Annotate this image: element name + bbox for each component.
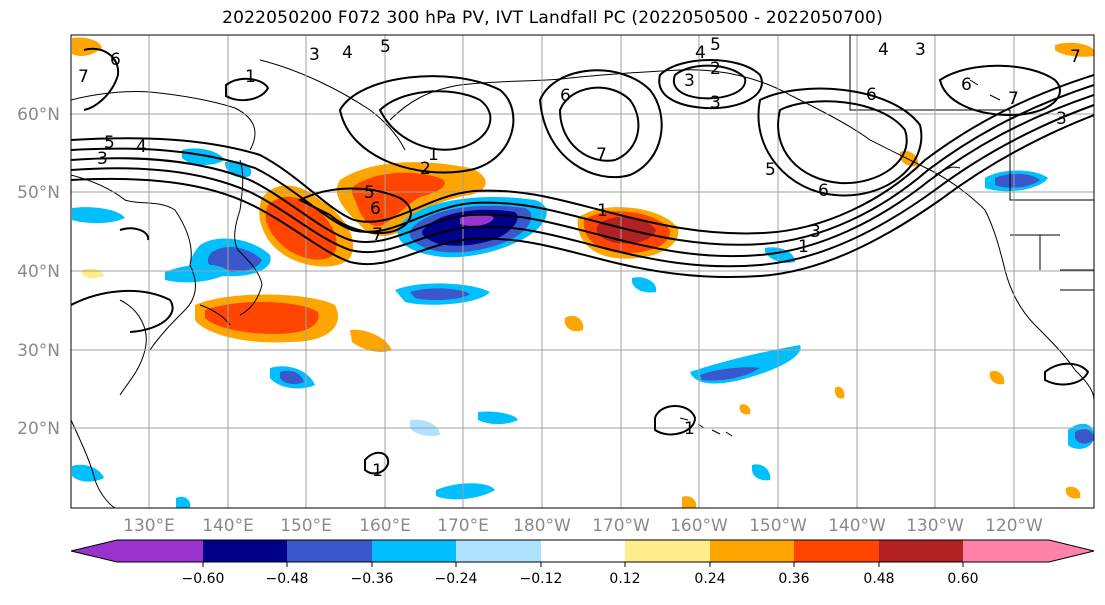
lat-label: 20°N <box>17 419 60 439</box>
lon-label: 140°W <box>828 516 886 536</box>
lat-label: 40°N <box>17 262 60 282</box>
contour-label: 1 <box>428 145 439 165</box>
contour-label: 3 <box>684 71 695 91</box>
colorbar-tick-label: 0.48 <box>863 571 894 587</box>
lon-label: 120°W <box>985 516 1043 536</box>
contour-label: 5 <box>364 183 375 203</box>
colorbar-segment <box>1049 540 1094 562</box>
coastlines <box>71 35 1094 508</box>
contour-label: 5 <box>104 133 115 153</box>
contour-label: 5 <box>380 37 391 57</box>
colorbar-segment <box>117 540 203 562</box>
contour-label: 3 <box>710 93 721 113</box>
contour-label: 1 <box>684 419 695 439</box>
lon-label: 170°W <box>592 516 650 536</box>
contour-label: 7 <box>1008 89 1019 109</box>
colorbar-tick-label: 0.60 <box>947 571 978 587</box>
contour-label: 3 <box>1056 109 1067 129</box>
pv-contours <box>71 47 1094 475</box>
colorbar-tick-label: −0.24 <box>435 571 478 587</box>
contour-label: 6 <box>818 181 829 201</box>
contour-label: 5 <box>765 160 776 180</box>
contour-label: 3 <box>97 149 108 169</box>
colorbar-segment <box>794 540 879 562</box>
contour-label: 6 <box>866 85 877 105</box>
longitude-labels: 130°E 140°E 150°E 160°E 170°E 180°W 170°… <box>123 516 1043 536</box>
lon-label: 150°E <box>280 516 332 536</box>
colorbar: −0.60 −0.48 −0.36 −0.24 −0.12 0.12 0.24 … <box>70 539 1095 587</box>
lon-label: 140°E <box>202 516 254 536</box>
contour-label: 4 <box>342 43 353 63</box>
colorbar-tick-label: −0.12 <box>520 571 563 587</box>
chart-title: 2022050200 F072 300 hPa PV, IVT Landfall… <box>222 8 883 28</box>
latitude-labels: 60°N 50°N 40°N 30°N 20°N <box>17 105 60 439</box>
colorbar-segment <box>625 540 710 562</box>
colorbar-tick-label: −0.36 <box>351 571 394 587</box>
contour-label: 4 <box>878 40 889 60</box>
colorbar-tick-label: −0.48 <box>266 571 309 587</box>
colorbar-outline <box>70 539 1095 563</box>
contour-label: 1 <box>597 201 608 221</box>
contour-label: 7 <box>596 145 607 165</box>
contour-label: 7 <box>78 67 89 87</box>
colorbar-segment <box>541 540 625 562</box>
colorbar-segment <box>963 540 1049 562</box>
contour-label: 6 <box>560 86 571 106</box>
contour-label: 1 <box>245 67 256 87</box>
contour-labels: 6 7 3 4 5 1 5 4 3 2 6 7 1 5 6 1 7 6 3 2 … <box>78 35 1081 481</box>
colorbar-segment <box>372 540 456 562</box>
colorbar-tick-label: −0.60 <box>182 571 225 587</box>
lon-label: 130°E <box>123 516 175 536</box>
colorbar-segment <box>456 540 541 562</box>
colorbar-segment <box>203 540 287 562</box>
lon-label: 150°W <box>749 516 807 536</box>
contour-label: 2 <box>710 59 721 79</box>
contour-label: 6 <box>110 50 121 70</box>
lon-label: 160°E <box>359 516 411 536</box>
lon-label: 160°W <box>670 516 728 536</box>
lat-label: 30°N <box>17 341 60 361</box>
colorbar-tick-label: 0.36 <box>778 571 809 587</box>
lat-label: 60°N <box>17 105 60 125</box>
lon-label: 130°W <box>906 516 964 536</box>
colorbar-segment <box>710 540 794 562</box>
contour-label: 5 <box>710 35 721 55</box>
colorbar-segment <box>879 540 963 562</box>
lon-label: 180°W <box>513 516 571 536</box>
contour-label: 1 <box>372 461 383 481</box>
colorbar-tick-label: 0.12 <box>609 571 640 587</box>
contour-label: 7 <box>1070 47 1081 67</box>
contour-label: 4 <box>136 137 147 157</box>
contour-label: 6 <box>961 75 972 95</box>
contour-label: 6 <box>370 199 381 219</box>
contour-label: 7 <box>372 225 383 245</box>
colorbar-tick-label: 0.24 <box>694 571 725 587</box>
contour-label: 3 <box>309 45 320 65</box>
lon-label: 170°E <box>437 516 489 536</box>
contour-label: 2 <box>420 159 431 179</box>
contour-label: 1 <box>798 237 809 257</box>
contour-label: 3 <box>810 222 821 242</box>
colorbar-segment <box>71 540 117 562</box>
colorbar-segment <box>287 540 372 562</box>
map-frame <box>70 34 1095 509</box>
contour-label: 4 <box>695 43 706 63</box>
contour-label: 3 <box>915 40 926 60</box>
lat-label: 50°N <box>17 183 60 203</box>
